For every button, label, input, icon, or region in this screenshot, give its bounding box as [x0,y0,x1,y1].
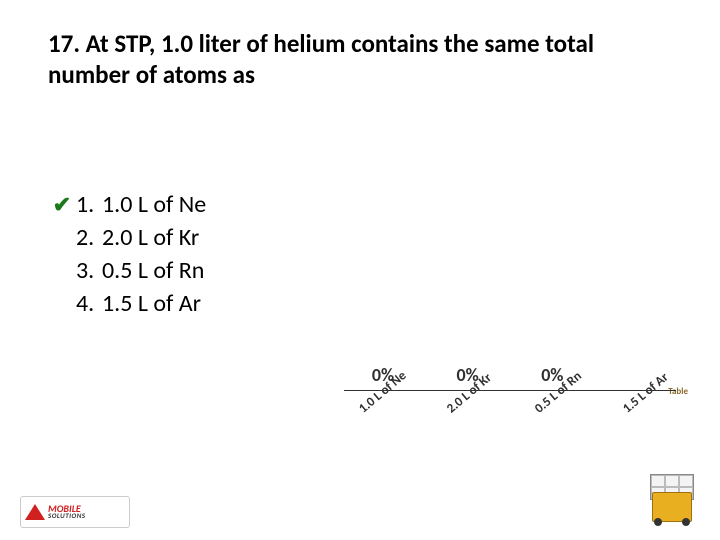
chart-x-axis: 1.0 L of Ne 2.0 L of Kr 0.5 L of Rn 1.5 … [344,390,676,450]
answer-option[interactable]: 3. 0.5 L of Rn [48,256,206,285]
answer-option[interactable]: ✔ 1. 1.0 L of Ne [48,190,206,219]
response-chart: 0% 0% 0% Table 1.0 L of Ne 2.0 L of Kr 0… [340,364,680,484]
answer-option[interactable]: 2. 2.0 L of Kr [48,223,206,252]
question-text: 17. At STP, 1.0 liter of helium contains… [48,28,680,91]
answer-text: 1.5 L of Ar [102,289,201,318]
check-icon: ✔ [48,194,76,216]
device-wheel-icon [654,518,662,526]
logo-triangle-icon [25,504,45,520]
mobile-solutions-logo: MOBILE SOLUTIONS [20,496,130,528]
clicker-device-icon [644,474,700,526]
answer-number: 1. [76,190,102,219]
answer-text: 2.0 L of Kr [102,223,199,252]
answer-number: 4. [76,289,102,318]
answer-number: 3. [76,256,102,285]
answer-text: 0.5 L of Rn [102,256,204,285]
logo-text: MOBILE SOLUTIONS [48,504,86,519]
device-wheel-icon [682,518,690,526]
answer-text: 1.0 L of Ne [102,190,206,219]
answer-number: 2. [76,223,102,252]
answer-list: ✔ 1. 1.0 L of Ne 2. 2.0 L of Kr 3. 0.5 L… [48,190,206,322]
answer-option[interactable]: 4. 1.5 L of Ar [48,289,206,318]
